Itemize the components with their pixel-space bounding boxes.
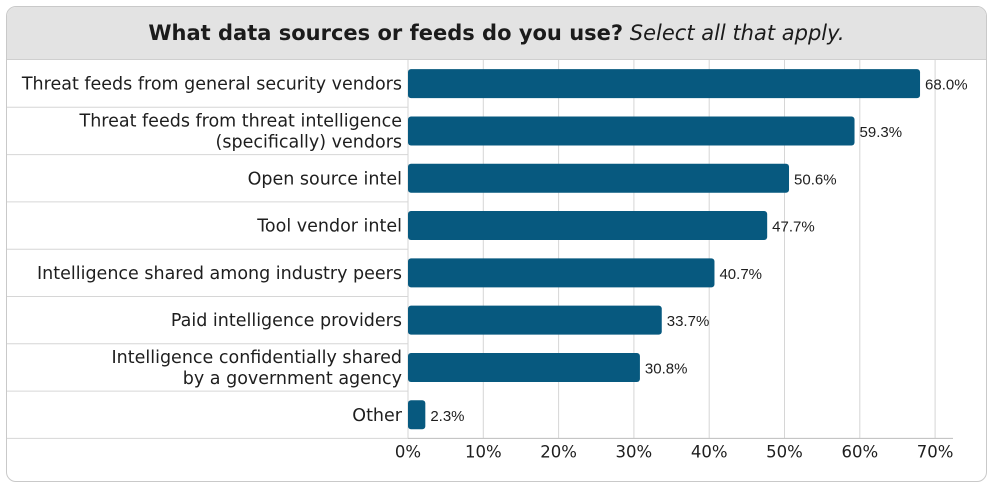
x-tick-label: 0% <box>395 442 421 461</box>
category-label: Intelligence confidentially shared <box>111 348 402 368</box>
title-bar: What data sources or feeds do you use? S… <box>7 7 986 60</box>
category-label: Open source intel <box>248 169 402 189</box>
value-label: 47.7% <box>772 219 815 236</box>
value-label: 50.6% <box>794 171 837 188</box>
value-label: 68.0% <box>925 77 968 94</box>
x-tick-label: 20% <box>540 442 577 461</box>
chart-title: What data sources or feeds do you use? S… <box>7 21 986 45</box>
chart-title-main: What data sources or feeds do you use? <box>148 21 624 45</box>
category-label: by a government agency <box>183 369 402 389</box>
value-labels: 68.0% 59.3% 50.6% 47.7% 40.7% 33.7% 30.8% 2.3% <box>430 77 967 425</box>
bar <box>408 163 790 193</box>
value-label: 59.3% <box>860 124 903 141</box>
category-label: Tool vendor intel <box>256 217 402 237</box>
bars <box>408 69 921 430</box>
bar <box>408 116 855 146</box>
x-tick-label: 70% <box>917 442 954 461</box>
category-label: Other <box>352 406 402 426</box>
value-label: 2.3% <box>430 408 464 425</box>
bar <box>408 211 768 241</box>
x-axis-ticks: 0% 10% 20% 30% 40% 50% 60% 70% <box>395 442 954 461</box>
bar <box>408 400 426 430</box>
chart-subtitle: Select all that apply. <box>629 21 845 45</box>
x-tick-label: 10% <box>465 442 502 461</box>
x-tick-label: 40% <box>691 442 728 461</box>
category-label: Threat feeds from general security vendo… <box>21 75 402 95</box>
category-label: (specifically) vendors <box>216 132 402 152</box>
bar <box>408 258 715 288</box>
bar <box>408 305 662 335</box>
value-label: 40.7% <box>719 266 762 283</box>
bar <box>408 69 921 99</box>
x-tick-label: 50% <box>766 442 803 461</box>
bar-chart: Threat feeds from general security vendo… <box>7 60 968 461</box>
bar <box>408 352 640 382</box>
category-label: Intelligence shared among industry peers <box>37 264 402 284</box>
x-tick-label: 30% <box>616 442 653 461</box>
category-labels: Threat feeds from general security vendo… <box>21 75 403 426</box>
value-label: 33.7% <box>667 313 710 330</box>
category-label: Threat feeds from threat intelligence <box>79 111 402 131</box>
x-tick-label: 60% <box>841 442 878 461</box>
category-label: Paid intelligence providers <box>171 311 402 331</box>
value-label: 30.8% <box>645 360 688 377</box>
chart-frame: What data sources or feeds do you use? S… <box>6 6 987 482</box>
row-dividers <box>7 106 953 439</box>
